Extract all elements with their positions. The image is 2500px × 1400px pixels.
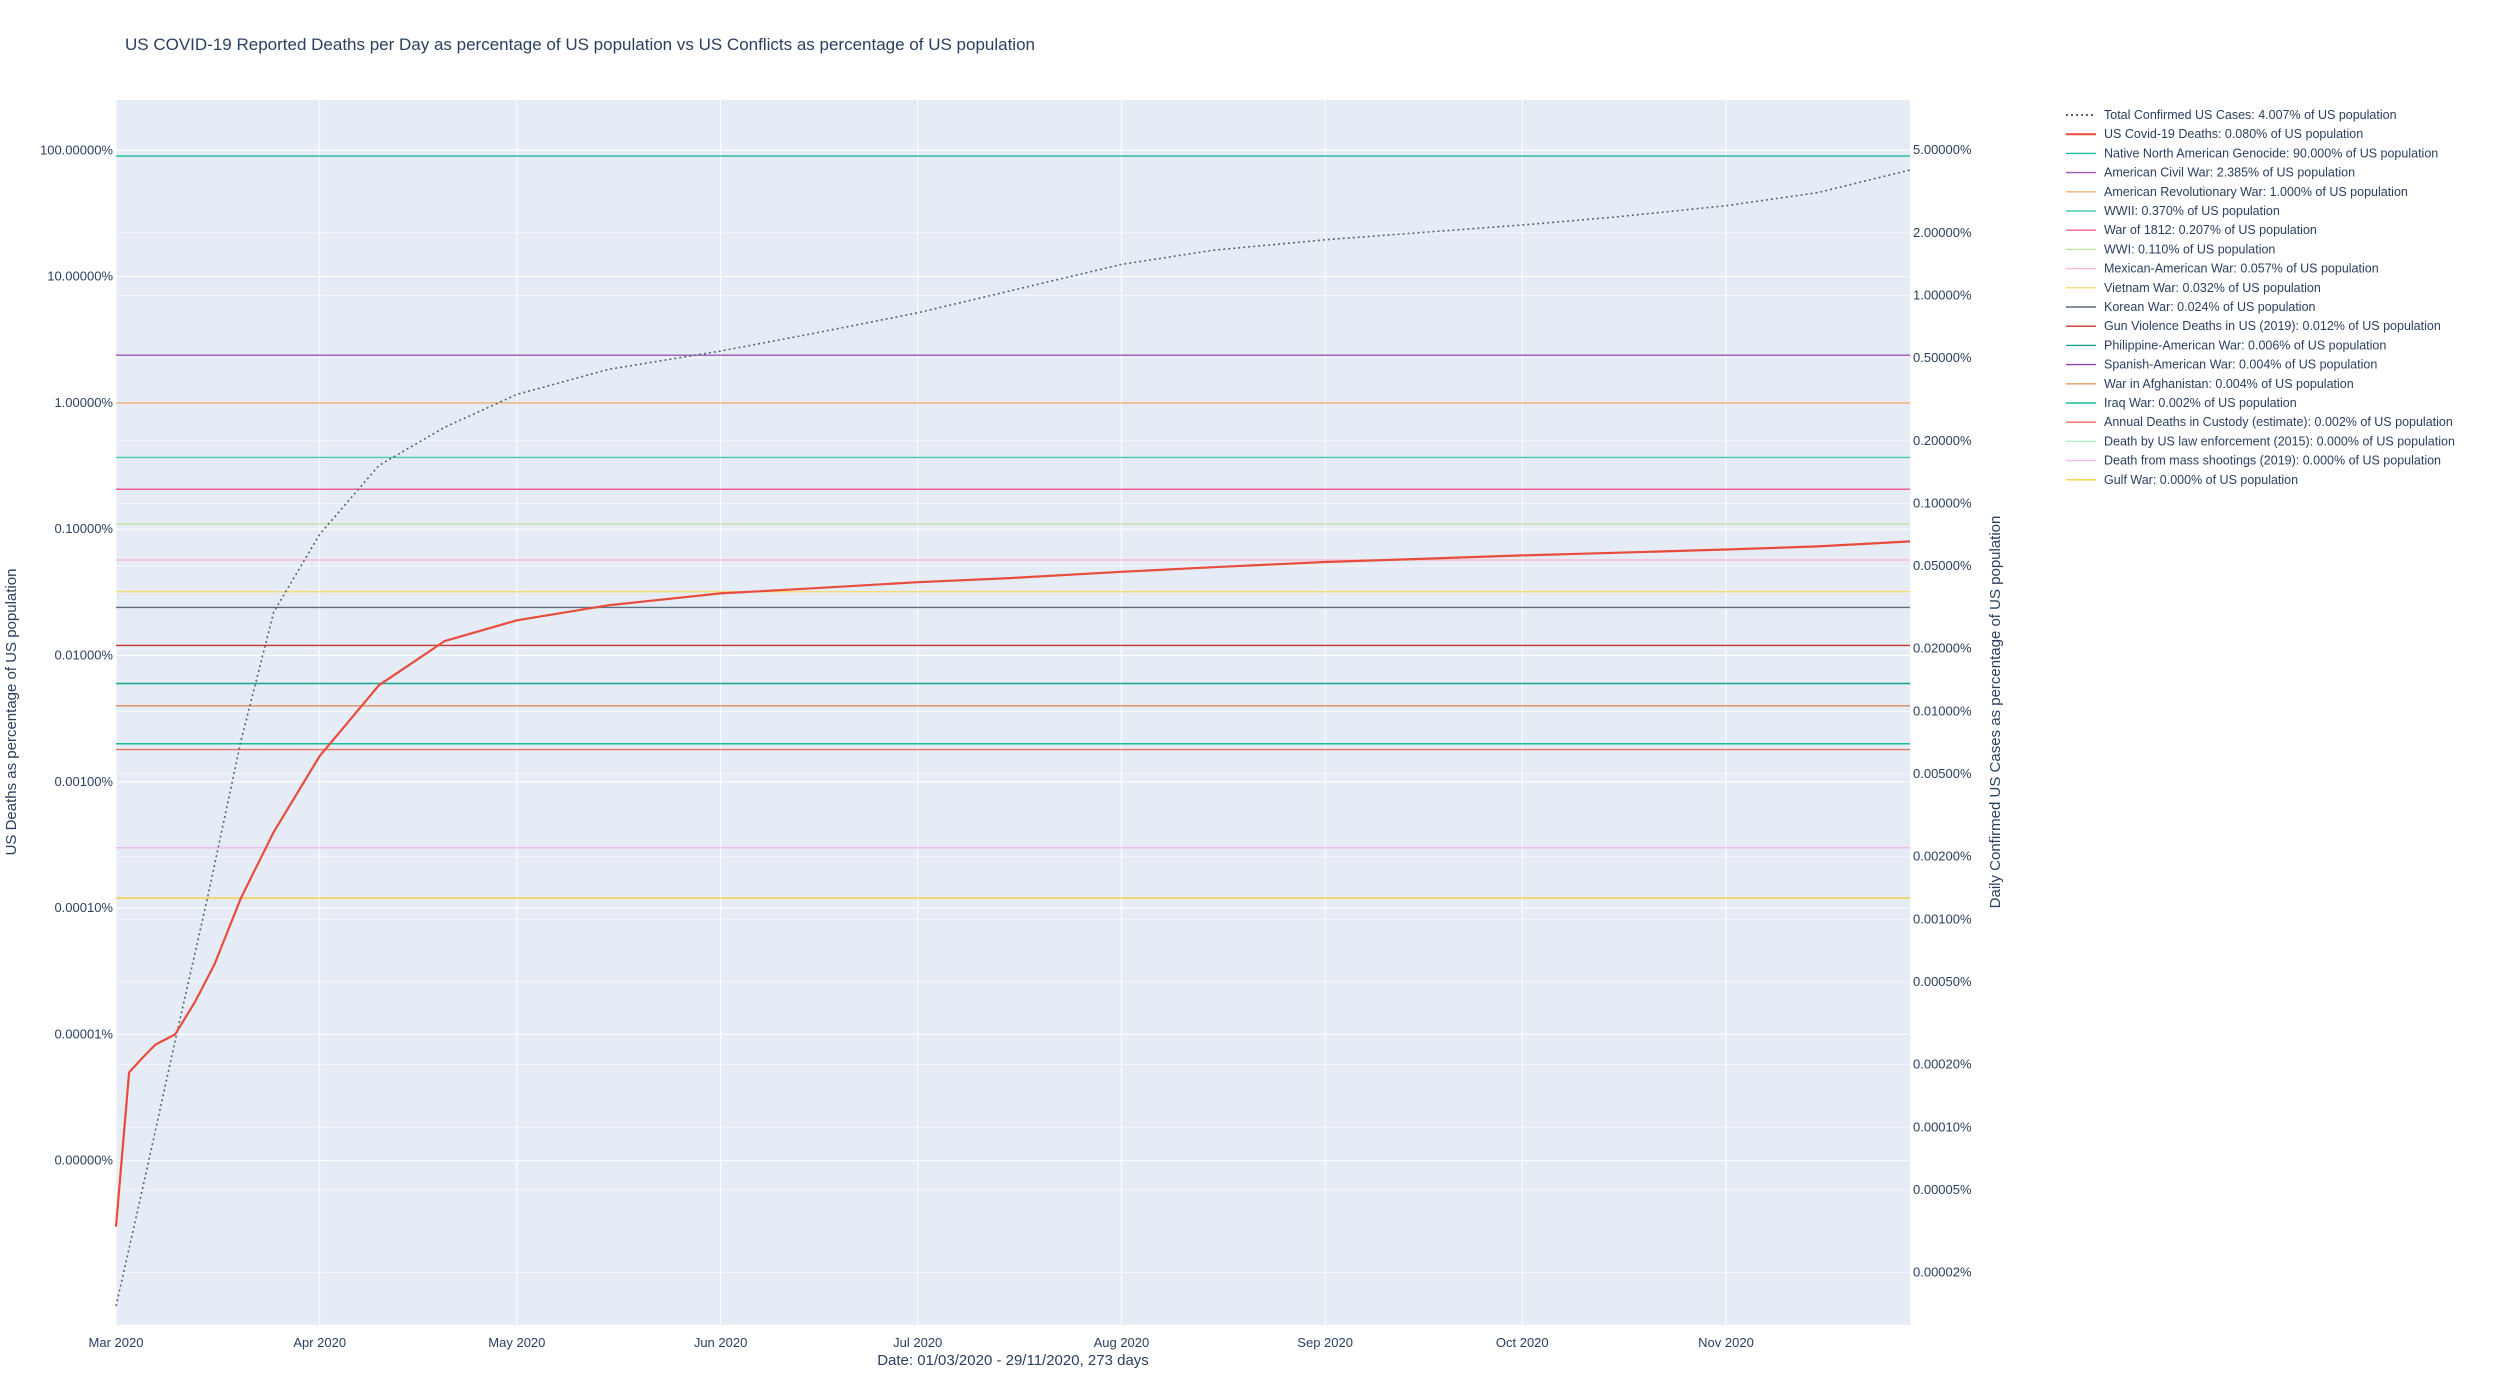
- x-tick-label: Jun 2020: [694, 1335, 748, 1350]
- legend-entry[interactable]: Native North American Genocide: 90.000% …: [2104, 146, 2438, 160]
- y-right-tick-label: 5.00000%: [1913, 142, 1972, 157]
- y-right-axis-label: Daily Confirmed US Cases as percentage o…: [1987, 516, 2004, 909]
- series-lines: [114, 169, 1911, 1307]
- series-line-1: [114, 540, 1911, 1227]
- legend-entry[interactable]: Philippine-American War: 0.006% of US po…: [2104, 338, 2386, 352]
- legend-entry[interactable]: Death from mass shootings (2019): 0.000%…: [2104, 454, 2441, 468]
- y-left-axis-label: US Deaths as percentage of US population: [3, 569, 20, 856]
- chart-title: US COVID-19 Reported Deaths per Day as p…: [125, 35, 1035, 54]
- legend-entry[interactable]: Spanish-American War: 0.004% of US popul…: [2104, 358, 2377, 372]
- x-tick-label: Oct 2020: [1496, 1335, 1549, 1350]
- y-left-tick-label: 1.00000%: [54, 395, 113, 410]
- y-left-tick-label: 10.00000%: [47, 269, 113, 284]
- legend-entry[interactable]: War of 1812: 0.207% of US population: [2104, 223, 2317, 237]
- plot-area[interactable]: [116, 100, 1910, 1325]
- y-right-tick-label: 0.50000%: [1913, 350, 1972, 365]
- x-axis-label: Date: 01/03/2020 - 29/11/2020, 273 days: [877, 1352, 1149, 1369]
- y-right-tick-label: 0.00050%: [1913, 974, 1972, 989]
- y-right-tick-label: 0.00100%: [1913, 911, 1972, 926]
- legend-entry[interactable]: WWI: 0.110% of US population: [2104, 242, 2275, 256]
- x-tick-label: Aug 2020: [1094, 1335, 1150, 1350]
- legend-entry[interactable]: Total Confirmed US Cases: 4.007% of US p…: [2104, 108, 2397, 122]
- legend-entry[interactable]: Gulf War: 0.000% of US population: [2104, 473, 2298, 487]
- y-right-tick-label: 0.20000%: [1913, 433, 1972, 448]
- y-right-tick-label: 0.00020%: [1913, 1057, 1972, 1072]
- series-line-0: [115, 169, 1911, 1307]
- x-tick-label: Sep 2020: [1297, 1335, 1353, 1350]
- y-right-axis-ticks: 5.00000% 2.00000% 1.00000% 0.50000% 0.20000%…: [1913, 142, 1972, 1280]
- y-right-tick-label: 1.00000%: [1913, 287, 1972, 302]
- y-right-tick-label: 0.00002%: [1913, 1265, 1972, 1280]
- y-right-tick-label: 0.00005%: [1913, 1182, 1972, 1197]
- y-left-tick-label: 0.00010%: [54, 900, 113, 915]
- y-right-tick-label: 0.10000%: [1913, 495, 1972, 510]
- x-tick-label: Mar 2020: [89, 1335, 144, 1350]
- y-left-tick-label: 0.00001%: [54, 1026, 113, 1041]
- y-left-tick-label: 0.00000%: [54, 1153, 113, 1168]
- y-right-tick-label: 0.00500%: [1913, 766, 1972, 781]
- legend-entry[interactable]: Iraq War: 0.002% of US population: [2104, 396, 2297, 410]
- legend-entry[interactable]: Vietnam War: 0.032% of US population: [2104, 281, 2321, 295]
- y-right-tick-label: 0.02000%: [1913, 641, 1972, 656]
- legend-entry[interactable]: Death by US law enforcement (2015): 0.00…: [2104, 434, 2455, 448]
- y-right-tick-label: 0.00010%: [1913, 1119, 1972, 1134]
- legend-entry[interactable]: Korean War: 0.024% of US population: [2104, 300, 2316, 314]
- y-left-tick-label: 0.10000%: [54, 521, 113, 536]
- y-left-tick-label: 100.00000%: [40, 142, 113, 157]
- y-left-tick-label: 0.00100%: [54, 774, 113, 789]
- x-tick-label: Nov 2020: [1698, 1335, 1754, 1350]
- x-axis-ticks: Mar 2020 Apr 2020 May 2020 Jun 2020 Jul 2020…: [89, 1335, 1754, 1350]
- legend-entry[interactable]: US Covid-19 Deaths: 0.080% of US populat…: [2104, 127, 2363, 141]
- legend-entry[interactable]: WWII: 0.370% of US population: [2104, 204, 2280, 218]
- x-tick-label: May 2020: [488, 1335, 545, 1350]
- y-left-tick-label: 0.01000%: [54, 647, 113, 662]
- legend-entry[interactable]: War in Afghanistan: 0.004% of US populat…: [2104, 377, 2354, 391]
- legend: Total Confirmed US Cases: 4.007% of US p…: [2066, 108, 2455, 487]
- conflict-reference-lines: [116, 155, 1910, 899]
- legend-entry[interactable]: Annual Deaths in Custody (estimate): 0.0…: [2104, 415, 2453, 429]
- legend-entry[interactable]: American Revolutionary War: 1.000% of US…: [2104, 185, 2408, 199]
- legend-entry[interactable]: Gun Violence Deaths in US (2019): 0.012%…: [2104, 319, 2441, 333]
- y-right-tick-label: 0.05000%: [1913, 558, 1972, 573]
- legend-entry[interactable]: Mexican-American War: 0.057% of US popul…: [2104, 262, 2379, 276]
- y-right-tick-label: 0.01000%: [1913, 703, 1972, 718]
- y-right-tick-label: 0.00200%: [1913, 849, 1972, 864]
- x-tick-label: Jul 2020: [893, 1335, 942, 1350]
- y-right-tick-label: 2.00000%: [1913, 225, 1972, 240]
- x-tick-label: Apr 2020: [293, 1335, 346, 1350]
- legend-entry[interactable]: American Civil War: 2.385% of US populat…: [2104, 166, 2355, 180]
- y-left-axis-ticks: 100.00000% 10.00000% 1.00000% 0.10000% 0.010…: [40, 142, 113, 1167]
